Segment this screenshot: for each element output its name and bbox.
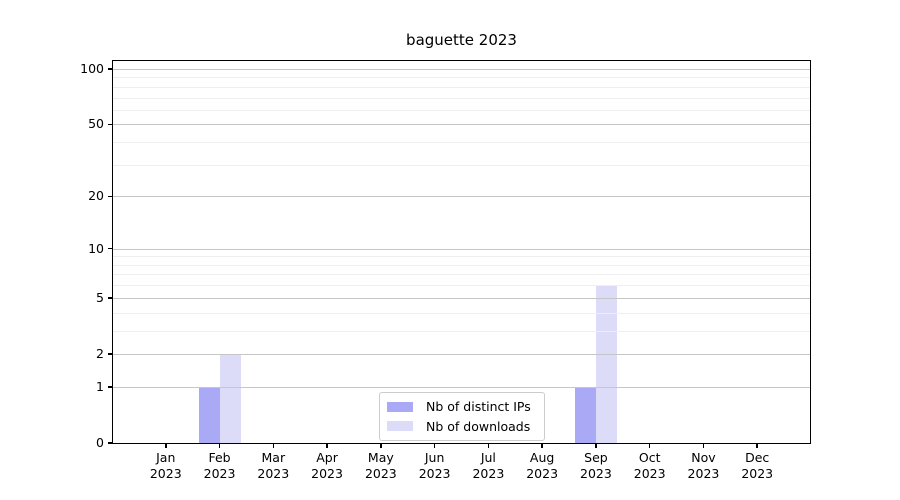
- major-gridline: [113, 68, 810, 70]
- x-tick-label: May 2023: [364, 450, 397, 481]
- legend-swatch-distinct-ips: [387, 401, 413, 412]
- major-gridline: [113, 248, 810, 250]
- minor-gridline: [113, 312, 810, 314]
- minor-gridline: [113, 142, 810, 144]
- legend-item-downloads: Nb of downloads: [387, 417, 544, 437]
- minor-gridline: [113, 264, 810, 266]
- x-tick-label: Dec 2023: [741, 450, 774, 481]
- x-tick-mark: [541, 444, 543, 448]
- minor-gridline: [113, 274, 810, 276]
- major-gridline: [113, 386, 810, 388]
- y-tick-label: 50: [88, 116, 104, 132]
- y-tick-label: 1: [96, 378, 104, 394]
- x-tick-label: Mar 2023: [257, 450, 290, 481]
- legend-item-distinct-ips: Nb of distinct IPs: [387, 397, 544, 417]
- minor-gridline: [113, 109, 810, 111]
- y-tick-mark: [108, 195, 112, 198]
- minor-gridline: [113, 86, 810, 88]
- x-tick-mark: [380, 444, 382, 448]
- x-tick-label: Aug 2023: [526, 450, 559, 481]
- x-tick-label: Nov 2023: [687, 450, 720, 481]
- legend-label-downloads: Nb of downloads: [426, 418, 531, 434]
- x-tick-label: Oct 2023: [633, 450, 666, 481]
- x-tick-label: Apr 2023: [311, 450, 343, 481]
- x-tick-mark: [648, 444, 651, 448]
- x-tick-mark: [487, 444, 490, 448]
- y-tick-mark: [108, 123, 112, 126]
- y-tick-label: 100: [80, 60, 104, 76]
- x-tick-mark: [756, 444, 758, 448]
- x-tick-label: Jul 2023: [472, 450, 505, 481]
- y-tick-label: 2: [96, 345, 104, 361]
- x-tick-mark: [165, 444, 167, 448]
- x-tick-mark: [326, 444, 328, 448]
- y-tick-mark: [108, 353, 112, 355]
- y-tick-mark: [108, 386, 112, 388]
- x-tick-mark: [218, 444, 221, 448]
- minor-gridline: [113, 256, 810, 258]
- legend-label-distinct-ips: Nb of distinct IPs: [426, 399, 531, 415]
- legend-swatch-downloads: [387, 421, 413, 432]
- major-gridline: [113, 124, 810, 126]
- y-tick-mark: [108, 247, 112, 250]
- legend: Nb of distinct IPs Nb of downloads: [379, 392, 545, 441]
- major-gridline: [113, 196, 810, 198]
- y-tick-mark: [108, 68, 112, 70]
- y-tick-label: 20: [88, 188, 104, 204]
- y-tick-mark: [108, 297, 112, 299]
- x-tick-mark: [433, 444, 436, 448]
- x-tick-label: Feb 2023: [203, 450, 236, 481]
- chart-title: baguette 2023: [406, 31, 517, 49]
- minor-gridline: [113, 97, 810, 99]
- bar-nb-of-downloads: [595, 285, 617, 443]
- minor-gridline: [113, 77, 810, 79]
- x-tick-label: Sep 2023: [580, 450, 612, 481]
- minor-gridline: [113, 285, 810, 287]
- y-tick-label: 10: [88, 240, 104, 256]
- major-gridline: [113, 353, 810, 355]
- y-tick-label: 5: [96, 289, 104, 305]
- bar-nb-of-distinct-ips: [198, 386, 220, 443]
- minor-gridline: [113, 330, 810, 332]
- major-gridline: [113, 297, 810, 299]
- y-tick-label: 0: [96, 435, 104, 450]
- x-tick-label: Jun 2023: [418, 450, 451, 481]
- x-tick-mark: [595, 444, 597, 448]
- x-tick-mark: [272, 444, 275, 448]
- y-tick-mark: [108, 442, 112, 444]
- x-tick-label: Jan 2023: [149, 450, 182, 481]
- x-tick-mark: [702, 444, 705, 448]
- bar-nb-of-distinct-ips: [574, 386, 596, 443]
- minor-gridline: [113, 164, 810, 166]
- bar-nb-of-downloads: [219, 353, 241, 443]
